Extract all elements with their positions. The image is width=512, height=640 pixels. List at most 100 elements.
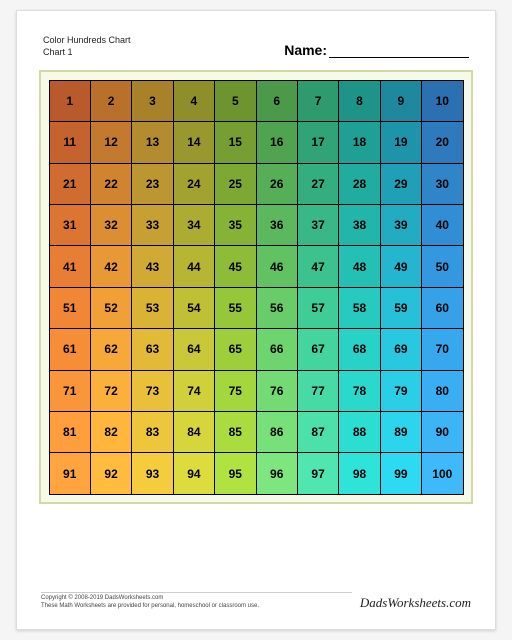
chart-cell: 93: [131, 452, 173, 494]
chart-cell: 79: [380, 370, 422, 412]
chart-cell: 24: [173, 163, 215, 205]
chart-cell: 83: [131, 411, 173, 453]
chart-cell: 22: [90, 163, 132, 205]
chart-cell: 52: [90, 287, 132, 329]
chart-cell: 23: [131, 163, 173, 205]
chart-cell: 48: [338, 245, 380, 287]
chart-cell: 90: [421, 411, 463, 453]
chart-cell: 37: [297, 204, 339, 246]
chart-cell: 2: [90, 80, 132, 122]
chart-cell: 59: [380, 287, 422, 329]
chart-cell: 39: [380, 204, 422, 246]
chart-cell: 49: [380, 245, 422, 287]
chart-cell: 62: [90, 328, 132, 370]
chart-cell: 17: [297, 121, 339, 163]
worksheet-page: Color Hundreds Chart Chart 1 Name: 12345…: [16, 10, 496, 630]
name-field: Name:: [284, 42, 469, 58]
chart-cell: 21: [49, 163, 91, 205]
chart-cell: 71: [49, 370, 91, 412]
chart-cell: 38: [338, 204, 380, 246]
chart-cell: 58: [338, 287, 380, 329]
chart-cell: 65: [214, 328, 256, 370]
chart-cell: 53: [131, 287, 173, 329]
chart-cell: 8: [338, 80, 380, 122]
chart-cell: 6: [256, 80, 298, 122]
chart-cell: 36: [256, 204, 298, 246]
chart-cell: 89: [380, 411, 422, 453]
chart-cell: 76: [256, 370, 298, 412]
chart-cell: 64: [173, 328, 215, 370]
chart-cell: 35: [214, 204, 256, 246]
hundreds-chart-frame: 1234567891011121314151617181920212223242…: [39, 70, 473, 504]
chart-cell: 1: [49, 80, 91, 122]
chart-cell: 7: [297, 80, 339, 122]
chart-cell: 28: [338, 163, 380, 205]
chart-cell: 25: [214, 163, 256, 205]
hundreds-chart-grid: 1234567891011121314151617181920212223242…: [49, 80, 463, 494]
chart-cell: 73: [131, 370, 173, 412]
name-label: Name:: [284, 42, 327, 58]
brand-logo: DadsWorksheets.com: [352, 595, 471, 611]
chart-cell: 100: [421, 452, 463, 494]
chart-cell: 45: [214, 245, 256, 287]
chart-cell: 96: [256, 452, 298, 494]
chart-cell: 97: [297, 452, 339, 494]
chart-cell: 31: [49, 204, 91, 246]
chart-cell: 74: [173, 370, 215, 412]
chart-cell: 55: [214, 287, 256, 329]
chart-cell: 34: [173, 204, 215, 246]
chart-cell: 54: [173, 287, 215, 329]
chart-cell: 63: [131, 328, 173, 370]
chart-cell: 18: [338, 121, 380, 163]
chart-cell: 94: [173, 452, 215, 494]
footer: Copyright © 2008-2019 DadsWorksheets.com…: [39, 592, 473, 613]
chart-cell: 14: [173, 121, 215, 163]
chart-cell: 19: [380, 121, 422, 163]
chart-cell: 20: [421, 121, 463, 163]
chart-cell: 27: [297, 163, 339, 205]
chart-cell: 46: [256, 245, 298, 287]
chart-cell: 69: [380, 328, 422, 370]
chart-cell: 26: [256, 163, 298, 205]
chart-cell: 91: [49, 452, 91, 494]
header: Color Hundreds Chart Chart 1 Name:: [39, 35, 473, 58]
chart-cell: 10: [421, 80, 463, 122]
chart-cell: 30: [421, 163, 463, 205]
chart-cell: 15: [214, 121, 256, 163]
chart-cell: 43: [131, 245, 173, 287]
chart-cell: 86: [256, 411, 298, 453]
chart-cell: 32: [90, 204, 132, 246]
chart-cell: 9: [380, 80, 422, 122]
chart-cell: 56: [256, 287, 298, 329]
chart-cell: 40: [421, 204, 463, 246]
chart-cell: 98: [338, 452, 380, 494]
chart-cell: 68: [338, 328, 380, 370]
chart-cell: 61: [49, 328, 91, 370]
chart-cell: 42: [90, 245, 132, 287]
chart-cell: 29: [380, 163, 422, 205]
copyright-text: Copyright © 2008-2019 DadsWorksheets.com: [41, 595, 352, 603]
chart-cell: 66: [256, 328, 298, 370]
chart-cell: 47: [297, 245, 339, 287]
worksheet-title-block: Color Hundreds Chart Chart 1: [43, 35, 131, 58]
chart-cell: 82: [90, 411, 132, 453]
chart-cell: 77: [297, 370, 339, 412]
chart-cell: 5: [214, 80, 256, 122]
chart-cell: 50: [421, 245, 463, 287]
name-input-line[interactable]: [329, 57, 469, 58]
chart-cell: 87: [297, 411, 339, 453]
chart-cell: 67: [297, 328, 339, 370]
footer-legal: Copyright © 2008-2019 DadsWorksheets.com…: [41, 592, 352, 611]
title-line-1: Color Hundreds Chart: [43, 35, 131, 47]
chart-cell: 95: [214, 452, 256, 494]
chart-cell: 99: [380, 452, 422, 494]
chart-cell: 41: [49, 245, 91, 287]
chart-cell: 75: [214, 370, 256, 412]
chart-cell: 33: [131, 204, 173, 246]
chart-cell: 57: [297, 287, 339, 329]
chart-cell: 70: [421, 328, 463, 370]
chart-cell: 80: [421, 370, 463, 412]
chart-cell: 12: [90, 121, 132, 163]
chart-cell: 60: [421, 287, 463, 329]
chart-cell: 11: [49, 121, 91, 163]
